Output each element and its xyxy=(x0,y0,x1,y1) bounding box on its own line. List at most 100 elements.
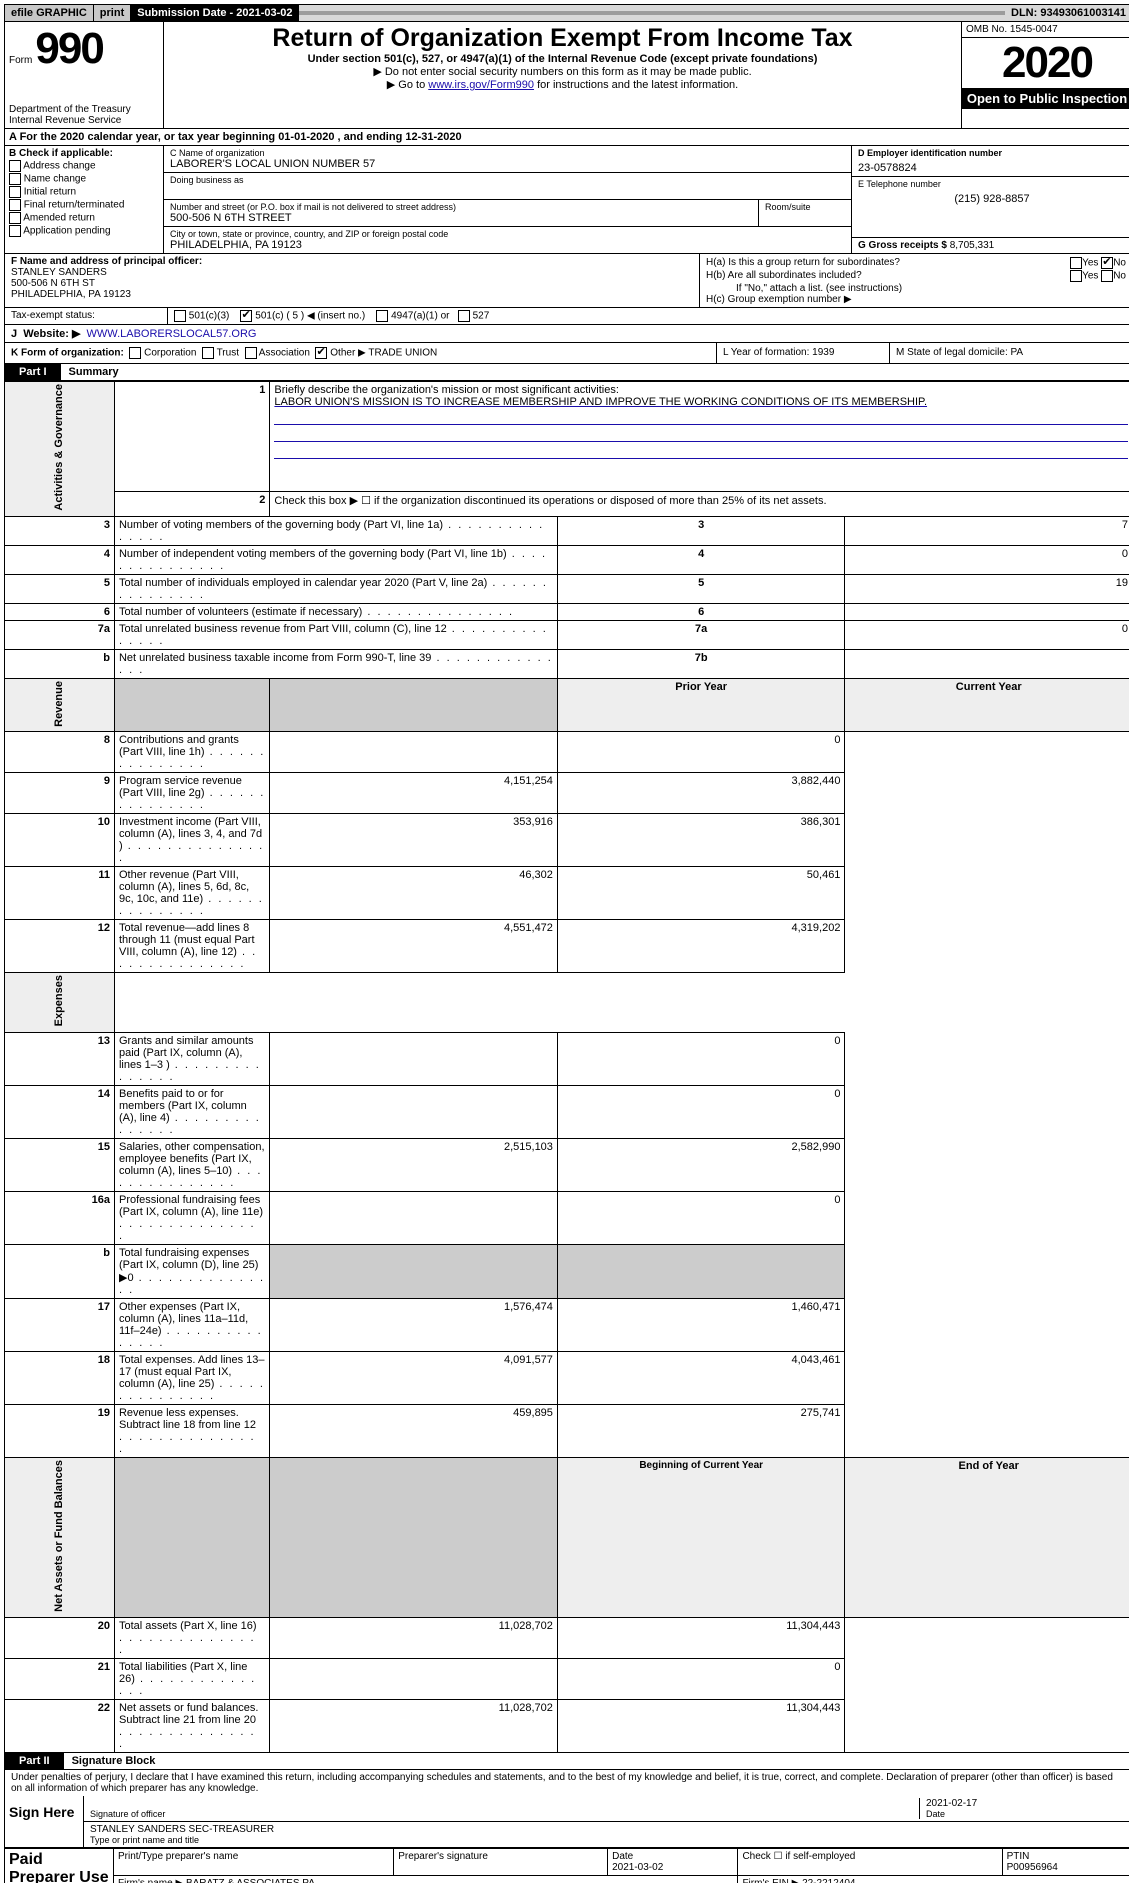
top-bar: efile GRAPHIC print Submission Date - 20… xyxy=(4,4,1129,22)
block-m: M State of legal domicile: PA xyxy=(889,343,1129,363)
open-to-public: Open to Public Inspection xyxy=(962,88,1129,109)
sig-date-caption: Date xyxy=(926,1809,1126,1819)
part1-title: Summary xyxy=(61,364,127,380)
table-row: 12Total revenue—add lines 8 through 11 (… xyxy=(5,920,1129,973)
preparer-sig-hdr: Preparer's signature xyxy=(394,1848,608,1875)
hdr-curr: Current Year xyxy=(845,678,1129,732)
block-f: F Name and address of principal officer:… xyxy=(5,254,700,307)
header-left: Form 990 Department of the Treasury Inte… xyxy=(5,22,164,128)
summary-table: Activities & Governance 1 Briefly descri… xyxy=(4,381,1129,1753)
signature-block: Under penalties of perjury, I declare th… xyxy=(4,1770,1129,1848)
ein-label: D Employer identification number xyxy=(858,148,1126,158)
block-defg: D Employer identification number 23-0578… xyxy=(851,146,1129,253)
block-b-label: B Check if applicable: xyxy=(9,148,113,159)
line1-value: LABOR UNION'S MISSION IS TO INCREASE MEM… xyxy=(274,396,927,408)
firm-name: BARATZ & ASSOCIATES PA xyxy=(186,1878,315,1883)
table-row: 21Total liabilities (Part X, line 26)0 xyxy=(5,1658,1129,1699)
cb-application-pending[interactable]: Application pending xyxy=(9,225,159,237)
table-row: 16aProfessional fundraising fees (Part I… xyxy=(5,1191,1129,1244)
gross-receipts: G Gross receipts $ 8,705,331 xyxy=(852,238,1129,253)
form-number: 990 xyxy=(35,24,102,73)
ha-label: H(a) Is this a group return for subordin… xyxy=(706,257,900,269)
officer-addr1: 500-506 N 6TH ST xyxy=(11,278,95,289)
ein-value: 23-0578824 xyxy=(858,162,1126,174)
form-word: Form xyxy=(9,55,32,66)
cb-initial-return[interactable]: Initial return xyxy=(9,186,159,198)
cb-name-change[interactable]: Name change xyxy=(9,173,159,185)
vside-rev: Revenue xyxy=(53,681,65,727)
part1-header: Part I Summary xyxy=(4,364,1129,381)
table-row: 11Other revenue (Part VIII, column (A), … xyxy=(5,867,1129,920)
tax-year: 2020 xyxy=(962,38,1129,88)
phone-label: E Telephone number xyxy=(858,179,1126,189)
hb-note: If "No," attach a list. (see instruction… xyxy=(736,283,1126,294)
cb-amended-return[interactable]: Amended return xyxy=(9,212,159,224)
header-right: OMB No. 1545-0047 2020 Open to Public In… xyxy=(961,22,1129,128)
sig-date: 2021-02-17 xyxy=(926,1798,1126,1809)
block-b: B Check if applicable: Address change Na… xyxy=(5,146,164,253)
ptin: PTINP00956964 xyxy=(1002,1848,1129,1875)
line1-label: Briefly describe the organization's miss… xyxy=(274,384,618,396)
firm-ein-lbl: Firm's EIN ▶ xyxy=(742,1878,799,1883)
block-l: L Year of formation: 1939 xyxy=(716,343,889,363)
table-row: 18Total expenses. Add lines 13–17 (must … xyxy=(5,1351,1129,1404)
submission-date: Submission Date - 2021-03-02 xyxy=(131,5,298,21)
table-row: 13Grants and similar amounts paid (Part … xyxy=(5,1032,1129,1085)
part2-header: Part II Signature Block xyxy=(4,1753,1129,1770)
sig-officer-caption: Signature of officer xyxy=(90,1809,919,1819)
block-k: K Form of organization: Corporation Trus… xyxy=(5,343,716,363)
officer-name: STANLEY SANDERS xyxy=(11,267,107,278)
table-row: 14Benefits paid to or for members (Part … xyxy=(5,1085,1129,1138)
row-a-tax-year: A For the 2020 calendar year, or tax yea… xyxy=(4,129,1129,146)
header-center: Return of Organization Exempt From Incom… xyxy=(164,22,961,128)
self-employed-check[interactable]: Check ☐ if self-employed xyxy=(738,1848,1002,1875)
table-row: 7aTotal unrelated business revenue from … xyxy=(5,620,1129,649)
row-j: J Website: ▶ WWW.LABORERSLOCAL57.ORG xyxy=(4,325,1129,343)
paid-preparer-label: Paid Preparer Use Only xyxy=(5,1848,114,1883)
table-row: 8Contributions and grants (Part VIII, li… xyxy=(5,732,1129,773)
addr-value: 500-506 N 6TH STREET xyxy=(170,212,752,224)
sig-type-caption: Type or print name and title xyxy=(90,1835,1126,1845)
part2-num: Part II xyxy=(5,1753,64,1769)
hdr-boc: Beginning of Current Year xyxy=(557,1457,845,1617)
table-row: 3Number of voting members of the governi… xyxy=(5,516,1129,545)
form-header: Form 990 Department of the Treasury Inte… xyxy=(4,22,1129,129)
paid-preparer-block: Paid Preparer Use Only Print/Type prepar… xyxy=(4,1848,1129,1883)
tax-exempt-label: Tax-exempt status: xyxy=(5,308,168,324)
city-value: PHILADELPHIA, PA 19123 xyxy=(170,239,845,251)
form-subtitle-1: Under section 501(c), 527, or 4947(a)(1)… xyxy=(170,53,955,65)
website-link[interactable]: WWW.LABORERSLOCAL57.ORG xyxy=(87,328,257,340)
vside-ag: Activities & Governance xyxy=(53,384,65,511)
sign-here-label: Sign Here xyxy=(5,1796,84,1847)
print-button[interactable]: print xyxy=(93,5,131,21)
addr-label: Number and street (or P.O. box if mail i… xyxy=(170,202,752,212)
cb-address-change[interactable]: Address change xyxy=(9,160,159,172)
dln-label: DLN: 93493061003141 xyxy=(1005,5,1129,21)
firm-ein: 22-2212404 xyxy=(802,1878,855,1883)
dba-label: Doing business as xyxy=(170,175,845,185)
table-row: 10Investment income (Part VIII, column (… xyxy=(5,814,1129,867)
omb-number: OMB No. 1545-0047 xyxy=(962,22,1129,38)
city-label: City or town, state or province, country… xyxy=(170,229,845,239)
org-name-label: C Name of organization xyxy=(170,148,845,158)
vside-exp: Expenses xyxy=(53,975,65,1026)
table-row: 4Number of independent voting members of… xyxy=(5,545,1129,574)
table-row: 17Other expenses (Part IX, column (A), l… xyxy=(5,1298,1129,1351)
block-c: C Name of organization LABORER'S LOCAL U… xyxy=(164,146,851,253)
officer-addr2: PHILADELPHIA, PA 19123 xyxy=(11,289,131,300)
efile-label: efile GRAPHIC xyxy=(5,5,93,21)
hdr-prior: Prior Year xyxy=(557,678,845,732)
form-subtitle-3: ▶ Go to www.irs.gov/Form990 for instruct… xyxy=(170,78,955,91)
row-klm: K Form of organization: Corporation Trus… xyxy=(4,343,1129,364)
irs-link[interactable]: www.irs.gov/Form990 xyxy=(428,79,534,91)
firm-name-lbl: Firm's name ▶ xyxy=(118,1878,183,1883)
cb-final-return[interactable]: Final return/terminated xyxy=(9,199,159,211)
preparer-date: Date2021-03-02 xyxy=(608,1848,738,1875)
vside-na: Net Assets or Fund Balances xyxy=(53,1460,65,1612)
room-label: Room/suite xyxy=(765,202,845,212)
line2-text: Check this box ▶ ☐ if the organization d… xyxy=(270,492,1129,516)
perjury-declaration: Under penalties of perjury, I declare th… xyxy=(5,1770,1129,1796)
officer-label: F Name and address of principal officer: xyxy=(11,256,202,267)
tax-exempt-opts: 501(c)(3) 501(c) ( 5 ) ◀ (insert no.) 49… xyxy=(168,308,1129,324)
table-row: bTotal fundraising expenses (Part IX, co… xyxy=(5,1244,1129,1298)
